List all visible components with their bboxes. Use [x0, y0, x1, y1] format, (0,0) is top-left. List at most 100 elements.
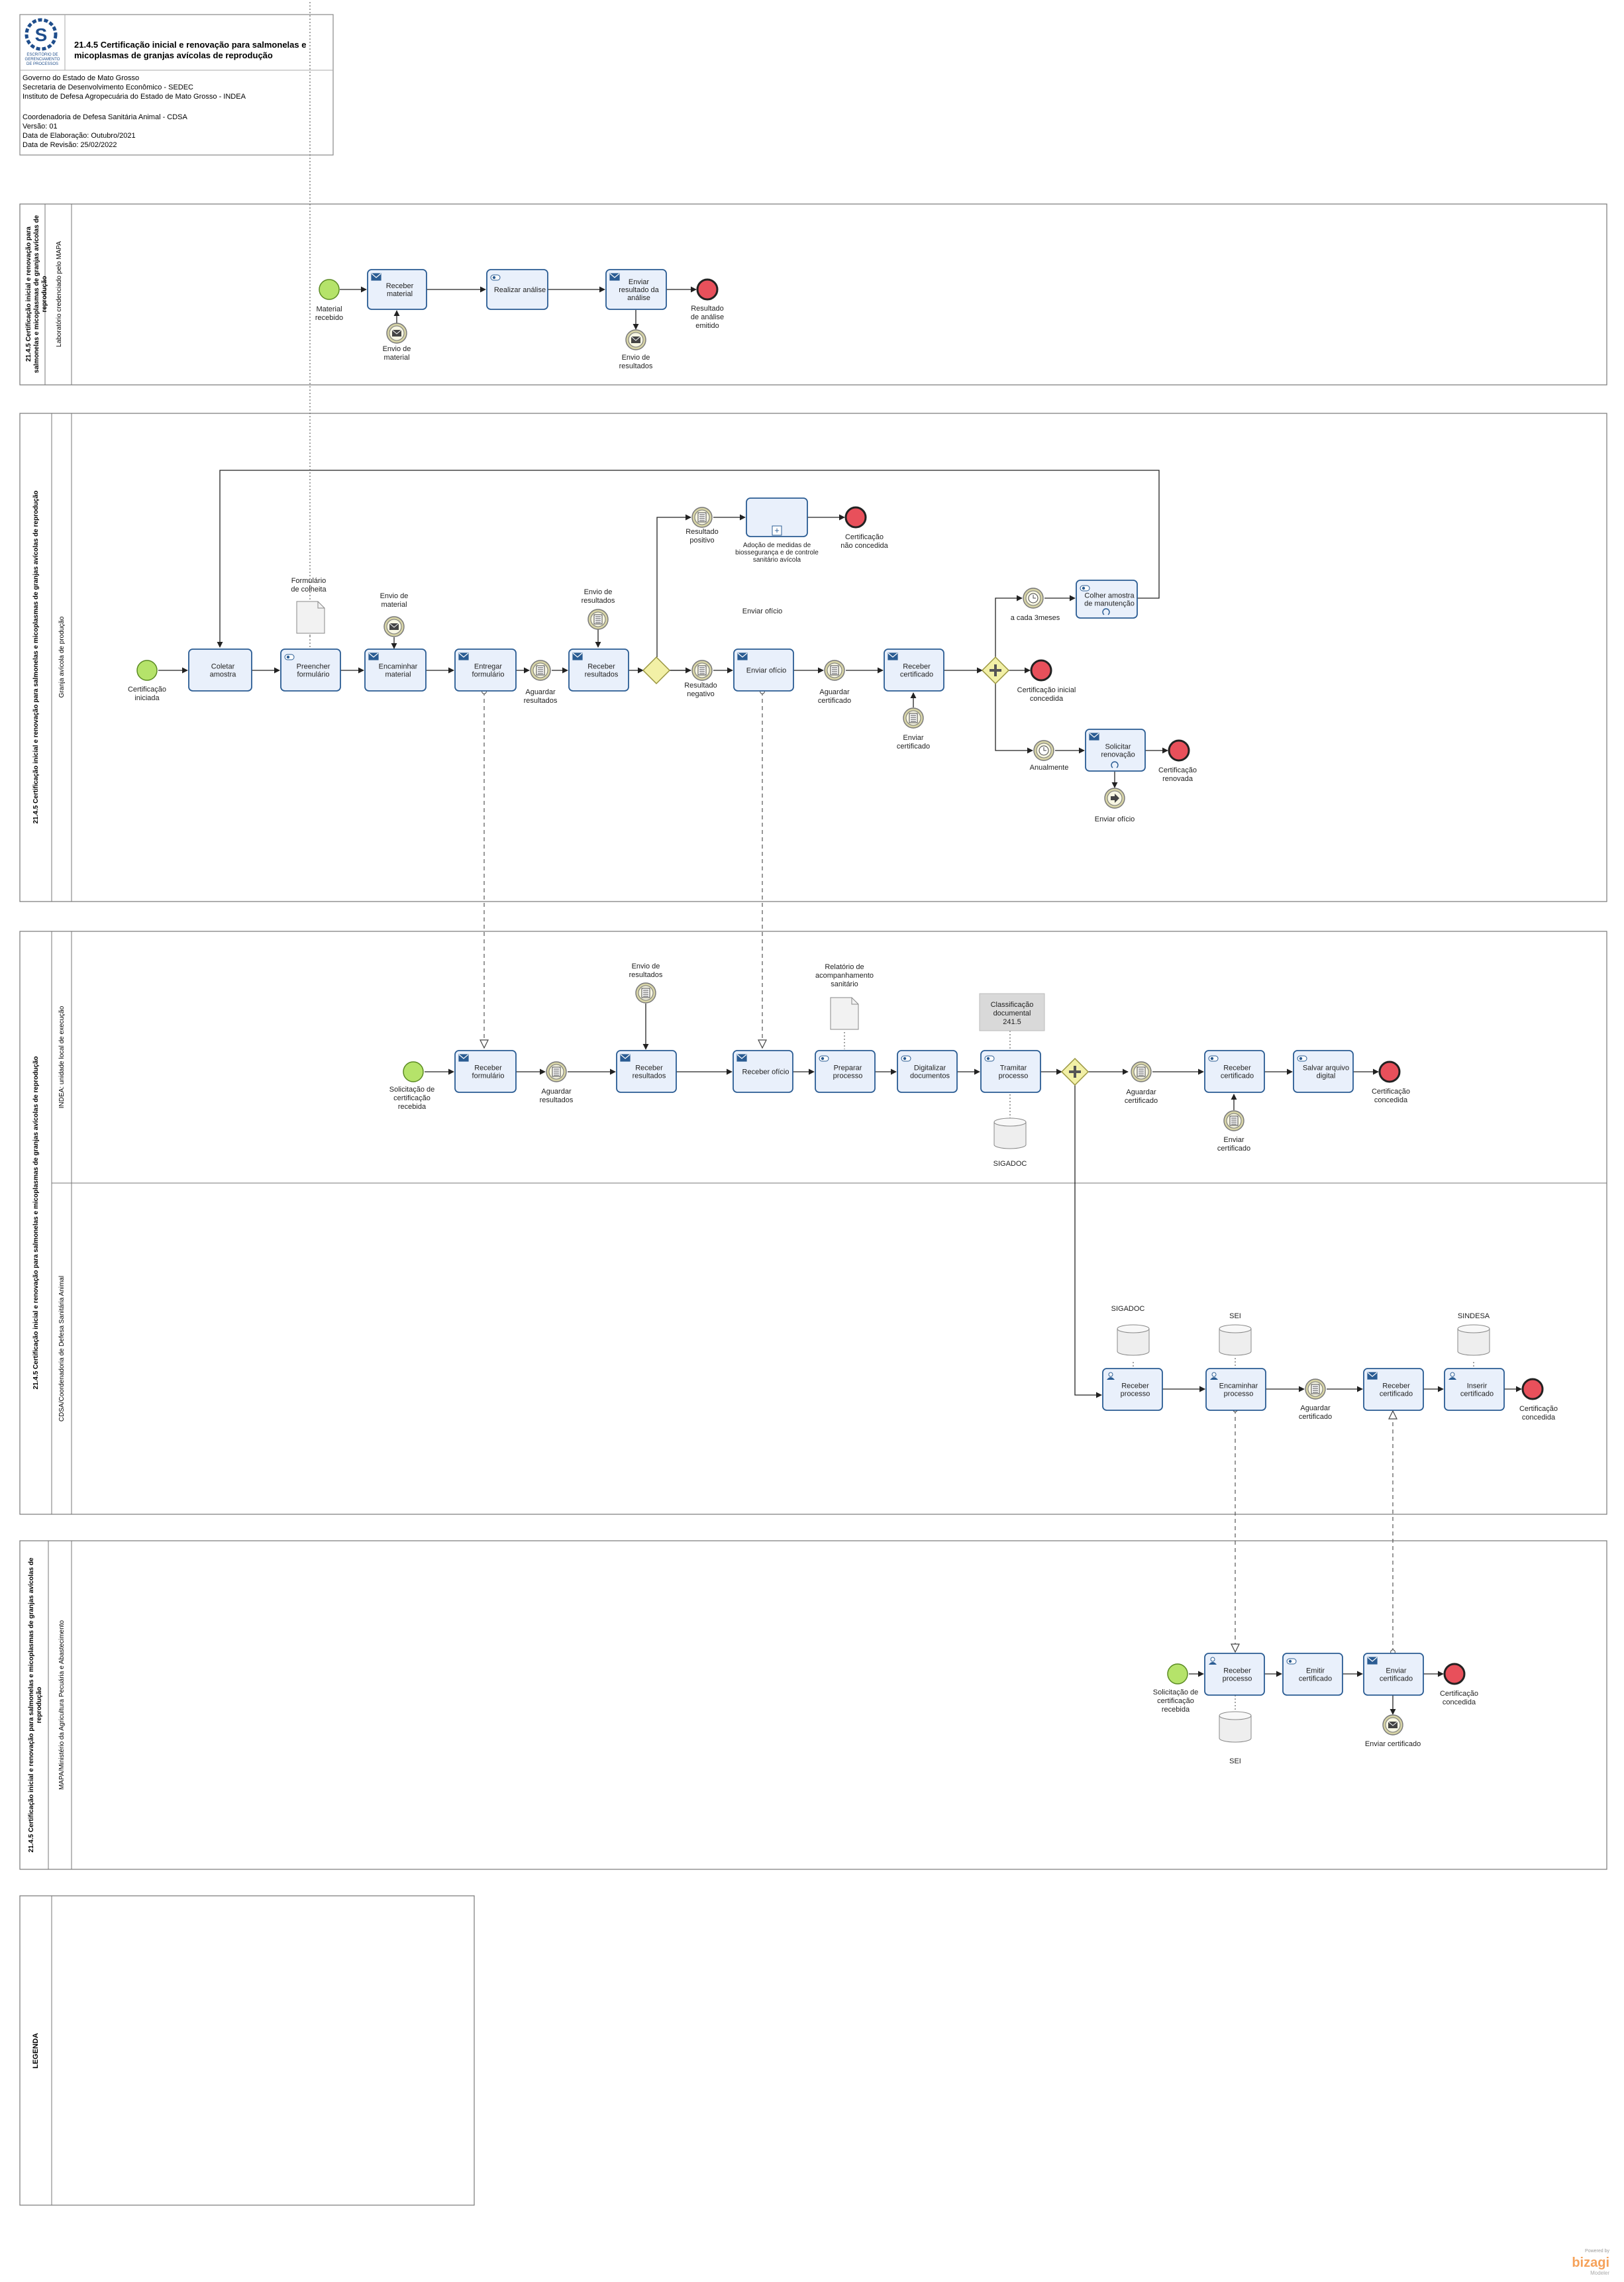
- header-title: 21.4.5 Certificação inicial e renovação …: [74, 40, 306, 50]
- event-resultado-positivo-label: positivo: [689, 537, 714, 545]
- start-certificacao-iniciada[interactable]: [136, 660, 158, 681]
- task-preencher-formulario-label: formulário: [297, 671, 330, 679]
- end-certificacao-concedida-3[interactable]: [1378, 1061, 1401, 1083]
- task-encaminhar-processo-label: Encaminhar: [1219, 1382, 1258, 1390]
- task-enviar-oficio[interactable]: Enviar ofício: [733, 648, 794, 692]
- event-enviar-certificado[interactable]: [903, 707, 924, 729]
- event-anualmente[interactable]: [1033, 740, 1054, 761]
- condition-icon: [593, 614, 603, 625]
- task-adocao-medidas-label: sanitário avícola: [753, 556, 801, 564]
- doc-relatorio-label: acompanhamento: [815, 972, 874, 980]
- event-enviar-certificado-mapa[interactable]: [1382, 1714, 1403, 1736]
- lane-label: MAPA/Ministério da Agricultura Pecuária …: [58, 1620, 66, 1790]
- start-solicitacao-mapa[interactable]: [1167, 1663, 1188, 1685]
- event-enviar-oficio-top-label: Enviar ofício: [742, 607, 783, 615]
- event-envio-de-material[interactable]: [386, 323, 407, 344]
- event-envio-de-resultados[interactable]: [625, 329, 646, 350]
- event-aguardar-resultados-3[interactable]: [546, 1061, 567, 1082]
- event-aguardar-certificado-3-label: certificado: [1125, 1097, 1158, 1105]
- task-adocao-medidas-label: biossegurança e de controle: [735, 549, 819, 556]
- event-anualmente-label: Anualmente: [1030, 764, 1069, 772]
- pool-granja: 21.4.5 Certificação inicial e renovação …: [19, 413, 1607, 902]
- gateway-paralelo-3[interactable]: [1060, 1057, 1090, 1086]
- end-certificacao-concedida-4-label: concedida: [1522, 1414, 1556, 1422]
- task-adocao-medidas-label: Adoção de medidas de: [743, 542, 811, 549]
- event-aguardar-resultados[interactable]: [530, 660, 551, 681]
- envelope-icon: [631, 336, 641, 343]
- event-aguardar-certificado[interactable]: [824, 660, 845, 681]
- task-receber-formulario-label: formulário: [472, 1072, 505, 1080]
- pool-indea: 21.4.5 Certificação inicial e renovação …: [19, 931, 1607, 1515]
- event-aguardar-certificado-4[interactable]: [1305, 1378, 1326, 1400]
- event-link-enviar-oficio[interactable]: [1104, 788, 1125, 809]
- end-certificacao-renovada[interactable]: [1168, 739, 1190, 762]
- event-enviar-certificado-3[interactable]: [1223, 1110, 1244, 1131]
- end-certificacao-concedida-4[interactable]: [1521, 1378, 1544, 1400]
- end-certificacao-concedida-mapa[interactable]: [1443, 1663, 1466, 1685]
- task-receber-resultados-3-label: Receber: [635, 1064, 663, 1072]
- logo-text: GERENCIAMENTO: [25, 58, 60, 62]
- start-solicitacao-indea[interactable]: [403, 1061, 424, 1082]
- associations: [309, 0, 1474, 1712]
- event-envio-resultados-3[interactable]: [635, 982, 656, 1004]
- task-enviar-resultado-label: resultado da: [619, 286, 659, 294]
- start-material-recebido[interactable]: [319, 279, 340, 300]
- envelope-icon: [389, 623, 399, 630]
- end-certificacao-inicial-label: concedida: [1030, 695, 1064, 703]
- task-adocao-medidas[interactable]: +: [746, 497, 808, 537]
- event-link-enviar-oficio-label: Enviar ofício: [1095, 815, 1135, 823]
- event-a-cada-3meses[interactable]: [1023, 588, 1044, 609]
- gateway-resultado[interactable]: [642, 656, 671, 685]
- task-enviar-certificado-mapa-label: Enviar: [1386, 1667, 1407, 1675]
- task-realizar-analise[interactable]: Realizar análise: [486, 269, 548, 310]
- logo-text: DE PROCESSOS: [26, 62, 58, 66]
- condition-icon: [909, 713, 918, 723]
- end-certificacao-inicial[interactable]: [1030, 659, 1052, 682]
- header-title: micoplasmas de granjas avícolas de repro…: [74, 50, 273, 60]
- task-coletar-amostra-label: Coletar: [211, 663, 235, 671]
- event-resultado-negativo[interactable]: [691, 660, 713, 681]
- task-coletar-amostra-label: amostra: [210, 671, 237, 679]
- subprocess-icon: [772, 525, 782, 536]
- gateway-paralelo[interactable]: [981, 656, 1010, 685]
- user-icon: [1209, 1657, 1217, 1665]
- end-resultado-emitido[interactable]: [696, 278, 719, 301]
- event-aguardar-certificado-3[interactable]: [1131, 1061, 1152, 1082]
- event-envio-de-material-2[interactable]: [383, 616, 405, 637]
- event-a-cada-3meses-label: a cada 3meses: [1011, 614, 1060, 622]
- task-receber-oficio[interactable]: Receber ofício: [733, 1050, 793, 1093]
- event-aguardar-certificado-4-label: certificado: [1299, 1413, 1332, 1421]
- event-resultado-positivo[interactable]: [691, 507, 713, 528]
- end-certificacao-nao-concedida[interactable]: [844, 506, 867, 529]
- task-receber-certificado-label: certificado: [900, 671, 933, 679]
- bizagi-footer: Powered by bizagi Modeler: [1572, 2249, 1609, 2276]
- task-colher-amostra-label: de manutenção: [1084, 600, 1135, 608]
- event-envio-de-resultados-2[interactable]: [587, 609, 609, 630]
- task-enviar-oficio-label: Enviar ofício: [746, 667, 787, 675]
- task-receber-resultados-label: Receber: [587, 663, 615, 671]
